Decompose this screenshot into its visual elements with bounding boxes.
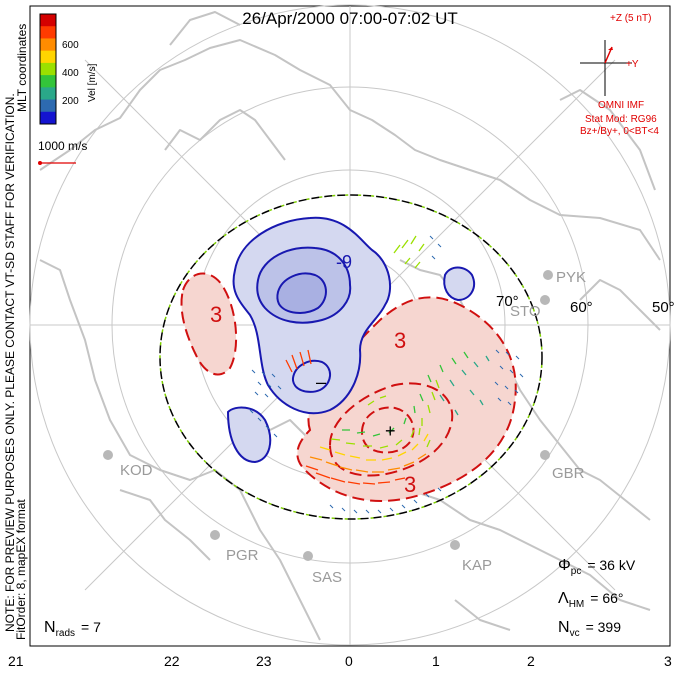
station-marker-pyk [543, 270, 553, 280]
fitorder-note: FitOrder: 8, mapEX format [14, 499, 28, 640]
colorbar-segment [40, 99, 56, 113]
lat-label-60: 60° [570, 299, 593, 316]
imf-clock [580, 40, 632, 96]
colorbar-segment [40, 26, 56, 39]
contour-label-neg-a: -9 [336, 252, 352, 272]
mlt-tick-1: 1 [432, 653, 440, 669]
mlt-tick-21: 21 [8, 653, 24, 669]
positive-cell [180, 272, 517, 502]
station-label-pgr: PGR [226, 547, 259, 564]
station-marker-kap [450, 540, 460, 550]
station-label-gbr: GBR [552, 465, 585, 482]
colorbar-segment [40, 75, 56, 88]
velocity-vectors [249, 235, 524, 514]
contour-label-pos-b: 3 [394, 328, 406, 353]
colorbar-segment [40, 38, 56, 52]
velocity-colorbar [39, 13, 57, 125]
colorbar-segment [40, 14, 56, 27]
station-marker-gbr [540, 450, 550, 460]
station-label-sto: STO [510, 303, 541, 320]
station-label-kod: KOD [120, 462, 153, 479]
nvc-param: Nvc = 399 [558, 619, 621, 639]
station-marker-pgr [210, 530, 220, 540]
negative-cell [226, 216, 476, 464]
colorbar-segment [40, 50, 56, 64]
imf-source: OMNI IMF [598, 100, 644, 111]
colorbar-tick-200: 200 [62, 96, 79, 107]
phi-pc-param: Φpc = 36 kV [558, 557, 636, 577]
stations: STO PYK KOD GBR PGR SAS KAP [103, 269, 586, 586]
station-marker-sto [540, 295, 550, 305]
mlt-tick-2: 2 [527, 653, 535, 669]
colorbar-segment [40, 87, 56, 101]
mlt-tick-23: 23 [256, 653, 272, 669]
station-label-sas: SAS [312, 569, 342, 586]
station-marker-kod [103, 450, 113, 460]
preview-note: NOTE: FOR PREVIEW PURPOSES ONLY. PLEASE … [3, 93, 17, 632]
potential-max-marker: + [385, 421, 396, 441]
station-label-kap: KAP [462, 557, 492, 574]
map-title: 26/Apr/2000 07:00-07:02 UT [242, 9, 457, 28]
colorbar-label: Vel [m/s] [87, 63, 98, 102]
lat-label-50: 50° [652, 299, 675, 316]
imf-condition: Bz+/By+, 0<BT<4 [580, 126, 659, 137]
contour-label-pos-c: 3 [404, 472, 416, 497]
station-label-pyk: PYK [556, 269, 586, 286]
coords-label: MLT coordinates [15, 24, 29, 112]
colorbar-segment [40, 111, 56, 125]
nrads-param: Nrads = 7 [44, 619, 101, 639]
hm-boundary [159, 194, 543, 520]
mlt-tick-0: 0 [345, 653, 353, 669]
mlt-tick-3: 3 [664, 653, 672, 669]
colorbar-tick-400: 400 [62, 68, 79, 79]
colorbar-tick-600: 600 [62, 40, 79, 51]
imf-model: Stat Mod: RG96 [585, 114, 657, 125]
contour-label-pos-a: 3 [210, 302, 222, 327]
mlt-tick-22: 22 [164, 653, 180, 669]
lat-label-70: 70° [496, 293, 519, 310]
hm-boundary-green [159, 194, 543, 520]
lambda-hm-param: ΛHM = 66° [558, 590, 624, 610]
potential-min-marker: – [316, 372, 326, 392]
colorbar-segment [40, 62, 56, 76]
colorbar-border [39, 13, 57, 125]
station-marker-sas [303, 551, 313, 561]
reference-vector-label: 1000 m/s [38, 139, 87, 153]
imf-z-label: +Z (5 nT) [610, 13, 651, 24]
imf-y-label: +Y [626, 59, 639, 70]
